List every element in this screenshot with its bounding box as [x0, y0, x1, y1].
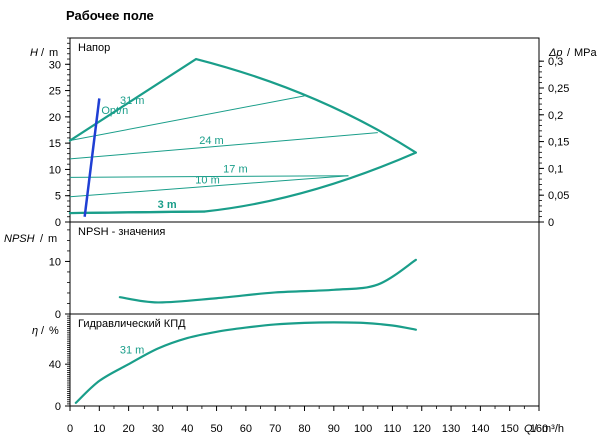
head-y2-axis-label: Δp / MPa: [548, 47, 598, 59]
head-y-unit: m: [49, 47, 58, 59]
npsh-y-unit: m: [48, 233, 57, 245]
x-symbol: Q: [524, 423, 533, 435]
head-y-tick-label: 10: [49, 164, 61, 176]
efficiency-y-slash: /: [41, 325, 45, 337]
x-tick-label: 20: [123, 423, 135, 435]
dp-tick-label: 0,2: [548, 110, 563, 122]
x-tick-label: 80: [298, 423, 310, 435]
x-slash: /: [534, 423, 538, 435]
x-tick-label: 90: [328, 423, 340, 435]
operating-point-line: [83, 98, 101, 217]
efficiency-curve-label: 31 m: [120, 345, 144, 357]
efficiency-y-unit: %: [49, 325, 59, 337]
speed-line-24m: [69, 132, 378, 160]
speed-line-17m: [69, 175, 349, 178]
x-tick-label: 0: [67, 423, 73, 435]
head-y-tick-label: 5: [55, 191, 61, 203]
x-tick-label: 40: [181, 423, 193, 435]
x-tick-label: 70: [269, 423, 281, 435]
dp-tick-label: 0,25: [548, 83, 569, 95]
head-y-tick-label: 20: [49, 112, 61, 124]
x-tick-label: 120: [413, 423, 431, 435]
x-tick-label: 140: [471, 423, 489, 435]
speed-line-label: 10 m: [195, 174, 219, 186]
npsh-y-symbol: NPSH: [4, 233, 35, 245]
x-tick-label: 10: [93, 423, 105, 435]
chart-marks: 0 10 20 30 40 50 60 70 80 90 100 110 120 130 140 150 160…: [49, 37, 569, 435]
head-y-tick-label: 15: [49, 138, 61, 150]
head-y-symbol: H: [30, 47, 38, 59]
speed-line-10m: [69, 175, 349, 198]
operating-point-label: Opt/n: [101, 105, 128, 117]
dp-tick-label: 0,05: [548, 190, 569, 202]
chart-title: Рабочее поле: [66, 8, 154, 23]
head-y-tick-label: 30: [49, 59, 61, 71]
dp-tick-label: 0,3: [548, 56, 563, 68]
dp-tick-label: 0,1: [548, 163, 563, 175]
x-tick-label: 150: [501, 423, 519, 435]
efficiency-y-tick-label: 0: [55, 401, 61, 413]
head-y2-symbol: Δp: [548, 47, 563, 59]
dp-tick-label: 0,15: [548, 137, 569, 149]
head-y2-unit: MPa: [574, 47, 598, 59]
speed-line-31m: [69, 95, 305, 142]
head-envelope-curve: [68, 57, 417, 215]
head-panel-frame: [69, 37, 540, 223]
speed-line-label: 3 m: [158, 199, 177, 211]
head-y-slash: /: [41, 47, 45, 59]
x-axis-label: Q / m³/h: [524, 423, 564, 435]
npsh-y-axis-label: NPSH / m: [4, 233, 57, 245]
efficiency-y-symbol: η: [32, 325, 38, 337]
npsh-curve: [118, 258, 417, 304]
head-y2-slash: /: [567, 47, 571, 59]
x-tick-label: 60: [240, 423, 252, 435]
x-tick-label: 50: [210, 423, 222, 435]
dp-tick-label: 0: [548, 217, 554, 229]
head-y-axis-label: H / m: [30, 47, 58, 59]
x-tick-label: 130: [442, 423, 460, 435]
head-y-tick-label: 0: [55, 217, 61, 229]
x-tick-label: 30: [152, 423, 164, 435]
x-unit: m³/h: [542, 423, 564, 435]
efficiency-panel-label: Гидравлический КПД: [78, 318, 186, 330]
head-panel-label: Напор: [78, 42, 110, 54]
head-y-tick-label: 25: [49, 86, 61, 98]
efficiency-curve: [74, 321, 417, 404]
speed-line-label: 24 m: [199, 135, 223, 147]
npsh-y-slash: /: [40, 233, 44, 245]
x-tick-label: 100: [354, 423, 372, 435]
npsh-y-tick-label: 0: [55, 309, 61, 321]
speed-line-label: 17 m: [223, 163, 247, 175]
efficiency-y-tick-label: 40: [49, 359, 61, 371]
npsh-y-tick-label: 10: [49, 256, 61, 268]
x-tick-label: 110: [384, 423, 402, 435]
npsh-panel-label: NPSH - значения: [78, 226, 165, 238]
efficiency-y-axis-label: η / %: [32, 325, 59, 337]
x-tick-label: 160: [530, 423, 548, 435]
